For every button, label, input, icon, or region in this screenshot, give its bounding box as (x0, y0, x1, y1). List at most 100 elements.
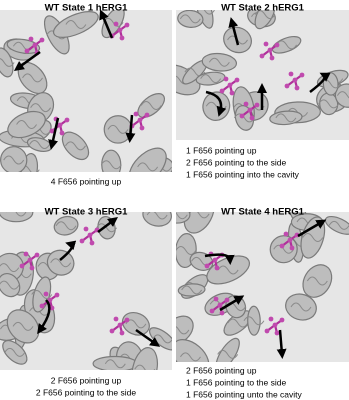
helix-turn (65, 141, 86, 151)
arrow (125, 114, 136, 143)
helix-turn (194, 10, 215, 15)
residue-atom (247, 107, 253, 113)
residue-atom (254, 102, 260, 108)
residue-atom (24, 48, 30, 54)
helix-turn (12, 321, 34, 331)
helix-turn (0, 58, 15, 67)
residue-atom (54, 292, 60, 298)
residue-atom (217, 302, 223, 308)
helix-turn (0, 263, 20, 273)
residue-atom (269, 55, 275, 61)
residue-atom (57, 122, 63, 128)
helix-turn (140, 100, 162, 110)
arrow (309, 72, 331, 93)
helix-turn (243, 316, 265, 326)
panel-title: WT State 3 hERG1 (45, 207, 129, 218)
helix-turn (227, 318, 249, 328)
helix-turn (100, 160, 122, 170)
residue-atom (117, 27, 123, 33)
caption-line: 1 F656 pointing up (186, 145, 257, 155)
residue-atom (279, 243, 285, 249)
caption-line: 1 F656 pointing to the side (186, 377, 286, 387)
arrow (205, 90, 227, 117)
helix-turn (16, 120, 37, 130)
helix-turn (0, 280, 20, 290)
residue-atom (263, 41, 269, 47)
helix-turn (146, 212, 168, 220)
helix-turn (176, 212, 188, 220)
residue-atom (292, 77, 298, 83)
residue-atom (224, 297, 230, 303)
helix-turn (275, 113, 297, 123)
helix-turn (181, 285, 203, 295)
helix-turn (328, 220, 349, 230)
residue-atom (212, 257, 218, 263)
residue-atom (83, 226, 89, 232)
residue-atom (204, 263, 210, 269)
helix-turn (180, 352, 201, 362)
residue-atom (209, 308, 215, 314)
helix-turn (302, 233, 324, 242)
helix-turn (30, 103, 52, 113)
panel: WT State 2 hERG1 1 F656 pointing up 2 F656… (176, 3, 349, 179)
helix-turn (200, 74, 222, 84)
helix-turn (233, 113, 255, 123)
residue-atom (214, 265, 220, 271)
helix-turn (254, 10, 276, 20)
helix-turn (137, 162, 159, 172)
helix-turn (4, 347, 26, 357)
helix-turn (152, 334, 172, 344)
helix-turn (188, 212, 210, 219)
residue-atom (213, 296, 219, 302)
helix-turn (55, 221, 77, 231)
caption-line: 2 F656 pointing up (186, 365, 257, 375)
residue-atom (87, 232, 93, 238)
residue-atom (289, 245, 295, 251)
helix-turn (5, 212, 27, 217)
residue-atom (268, 316, 274, 322)
arrow (97, 217, 118, 233)
helix-turn (217, 349, 239, 359)
arrow (99, 10, 114, 39)
helix-turn (217, 265, 239, 275)
helix-turn (273, 244, 295, 254)
structure-image (0, 10, 172, 172)
helix-turn (306, 276, 328, 286)
residue-atom (219, 310, 225, 316)
residue-atom (288, 71, 294, 77)
helix-turn (225, 302, 247, 312)
arrow (228, 17, 240, 46)
helix-turn (65, 19, 87, 29)
helix-turn (176, 326, 190, 335)
residue-atom (287, 237, 293, 243)
residue-atom (294, 85, 300, 91)
residue-atom (284, 83, 290, 89)
residue-atom (249, 115, 255, 121)
residue-atom (299, 72, 305, 78)
arrow (204, 253, 235, 265)
residue-atom (29, 265, 35, 271)
helix-turn (29, 140, 50, 150)
arrow (59, 240, 77, 261)
residue-atom (279, 317, 285, 323)
residue-atom (49, 128, 55, 134)
residue-atom (259, 53, 265, 59)
caption-line: 2 F656 pointing up (51, 375, 122, 385)
caption-line: 2 F656 pointing to the side (36, 387, 136, 397)
panel-title: WT State 4 hERG1 (221, 207, 305, 218)
residue-atom (39, 37, 45, 43)
residue-atom (267, 47, 273, 53)
residue-atom (39, 303, 45, 309)
residue-atom (283, 231, 289, 237)
helix-turn (276, 40, 298, 50)
residue-atom (229, 90, 235, 96)
residue-atom (272, 322, 278, 328)
residue-atom (43, 291, 49, 297)
residue-atom (47, 297, 53, 303)
residue-atom (227, 82, 233, 88)
residue-atom (119, 35, 125, 41)
arrow (219, 295, 245, 312)
residue-atom (223, 76, 229, 82)
helix-turn (179, 14, 201, 24)
panel: WT State 1 hERG1 4 F656 pointing up (0, 3, 172, 186)
